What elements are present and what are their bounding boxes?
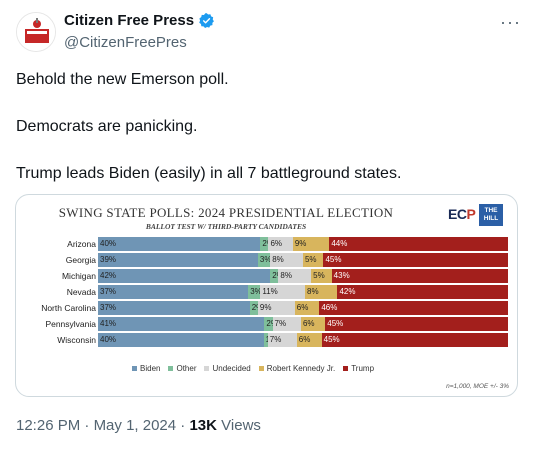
bar-segment-rfk: 6% — [300, 317, 326, 331]
legend-label: Other — [176, 364, 197, 373]
state-label: Nevada — [66, 287, 96, 297]
avatar-image-icon — [17, 13, 55, 51]
bar-segment-biden: 39% — [98, 253, 258, 267]
legend-label: Biden — [140, 364, 161, 373]
bar-segment-other: 2% — [249, 301, 258, 315]
bar-segment-biden: 40% — [98, 333, 264, 347]
bar-segment-undecided: 11% — [260, 285, 305, 299]
legend-swatch — [132, 366, 137, 371]
bar-segment-rfk: 6% — [296, 333, 322, 347]
tweet-header: Citizen Free Press @CitizenFreePres ··· — [0, 0, 539, 60]
name-row: Citizen Free Press — [64, 12, 215, 29]
ecp-logo: ECP — [448, 206, 476, 222]
bar-segment-rfk: 5% — [302, 253, 324, 267]
stacked-bar: 37%3%11%8%42% — [98, 285, 508, 299]
legend-label: Undecided — [212, 364, 251, 373]
bar-segment-trump: 45% — [325, 317, 508, 331]
views-label: Views — [217, 417, 261, 434]
state-label: Arizona — [67, 239, 96, 249]
bar-segment-other: 1% — [263, 333, 268, 347]
bar-segment-rfk: 8% — [305, 285, 338, 299]
bar-segment-trump: 45% — [323, 253, 508, 267]
stacked-bar: 37%2%9%6%46% — [98, 301, 508, 315]
bar-segment-other: 3% — [257, 253, 271, 267]
bar-segment-trump: 46% — [319, 301, 508, 315]
bar-segment-other: 2% — [264, 317, 273, 331]
bar-segment-trump: 45% — [321, 333, 508, 347]
stacked-bar: 40%2%6%9%44% — [98, 237, 508, 251]
chart-subtitle: BALLOT TEST W/ THIRD-PARTY CANDIDATES — [145, 222, 307, 231]
bar-segment-trump: 44% — [329, 237, 508, 251]
bar-segment-biden: 41% — [98, 317, 265, 331]
bar-segment-rfk: 6% — [294, 301, 320, 315]
bar-segment-biden: 42% — [98, 269, 271, 283]
views-count: 13K — [189, 417, 217, 434]
tweet-meta: 12:26 PM · May 1, 2024 · 13K Views — [16, 417, 261, 434]
stacked-bar: 42%2%8%5%43% — [98, 269, 508, 283]
tweet-line-3: Trump leads Biden (easily) in all 7 batt… — [16, 165, 402, 182]
user-handle[interactable]: @CitizenFreePres — [64, 34, 187, 51]
ecp-logo-text: EC — [448, 206, 467, 222]
bar-segment-trump: 42% — [337, 285, 508, 299]
chart-footnote: n=1,000, MOE +/- 3% — [446, 383, 509, 390]
the-hill-logo: THE HILL — [479, 204, 503, 226]
meta-separator-2: · — [176, 417, 190, 434]
legend-swatch — [204, 366, 210, 371]
legend-swatch — [258, 366, 264, 371]
poll-chart-image[interactable]: SWING STATE POLLS: 2024 PRESIDENTIAL ELE… — [15, 194, 518, 397]
display-name[interactable]: Citizen Free Press — [64, 12, 195, 29]
stacked-bar: 40%1%7%6%45% — [98, 333, 508, 347]
bar-segment-undecided: 8% — [270, 253, 303, 267]
bar-segment-other: 3% — [248, 285, 261, 299]
bar-segment-undecided: 6% — [268, 237, 293, 251]
chart-title: SWING STATE POLLS: 2024 PRESIDENTIAL ELE… — [58, 205, 394, 220]
stacked-bar: 39%3%8%5%45% — [98, 253, 508, 267]
bar-segment-biden: 40% — [98, 237, 261, 251]
tweet-line-1: Behold the new Emerson poll. — [16, 71, 229, 88]
more-options-icon[interactable]: ··· — [500, 12, 521, 32]
state-label: Pennsylvania — [45, 319, 96, 329]
state-label: Michigan — [61, 271, 96, 281]
legend-label: Trump — [351, 364, 375, 373]
legend-item: Biden — [132, 364, 160, 373]
bar-segment-undecided: 7% — [267, 333, 297, 347]
state-label: Wisconsin — [57, 335, 96, 345]
bar-segment-biden: 37% — [98, 301, 250, 315]
bar-segment-other: 2% — [260, 237, 269, 251]
chart-legend: Biden Other Undecided Robert Kennedy Jr. Tru… — [132, 364, 374, 373]
bar-segment-undecided: 7% — [272, 317, 301, 331]
ecp-logo-p: P — [466, 206, 476, 222]
bar-segment-other: 2% — [270, 269, 279, 283]
tweet-time[interactable]: 12:26 PM — [16, 417, 81, 434]
bar-segment-undecided: 9% — [257, 301, 295, 315]
bar-segment-undecided: 8% — [278, 269, 312, 283]
stacked-bar: 41%2%7%6%45% — [98, 317, 508, 331]
bar-segment-biden: 37% — [98, 285, 249, 299]
bar-segment-trump: 43% — [331, 269, 508, 283]
avatar[interactable] — [16, 12, 56, 52]
tweet-date[interactable]: May 1, 2024 — [93, 417, 177, 434]
meta-separator: · — [80, 417, 94, 434]
legend-item: Trump — [343, 364, 374, 373]
legend-label: Robert Kennedy Jr. — [266, 364, 336, 373]
legend-swatch — [343, 366, 349, 371]
legend-item: Other — [168, 364, 196, 373]
verified-badge-icon — [199, 13, 214, 28]
legend-item: Robert Kennedy Jr. — [258, 364, 336, 373]
legend-item: Undecided — [204, 364, 251, 373]
tweet-line-2: Democrats are panicking. — [16, 118, 198, 135]
bar-segment-rfk: 5% — [311, 269, 332, 283]
state-label: North Carolina — [41, 303, 96, 313]
legend-swatch — [168, 366, 174, 371]
state-label: Georgia — [65, 255, 96, 265]
bar-segment-rfk: 9% — [292, 237, 330, 251]
